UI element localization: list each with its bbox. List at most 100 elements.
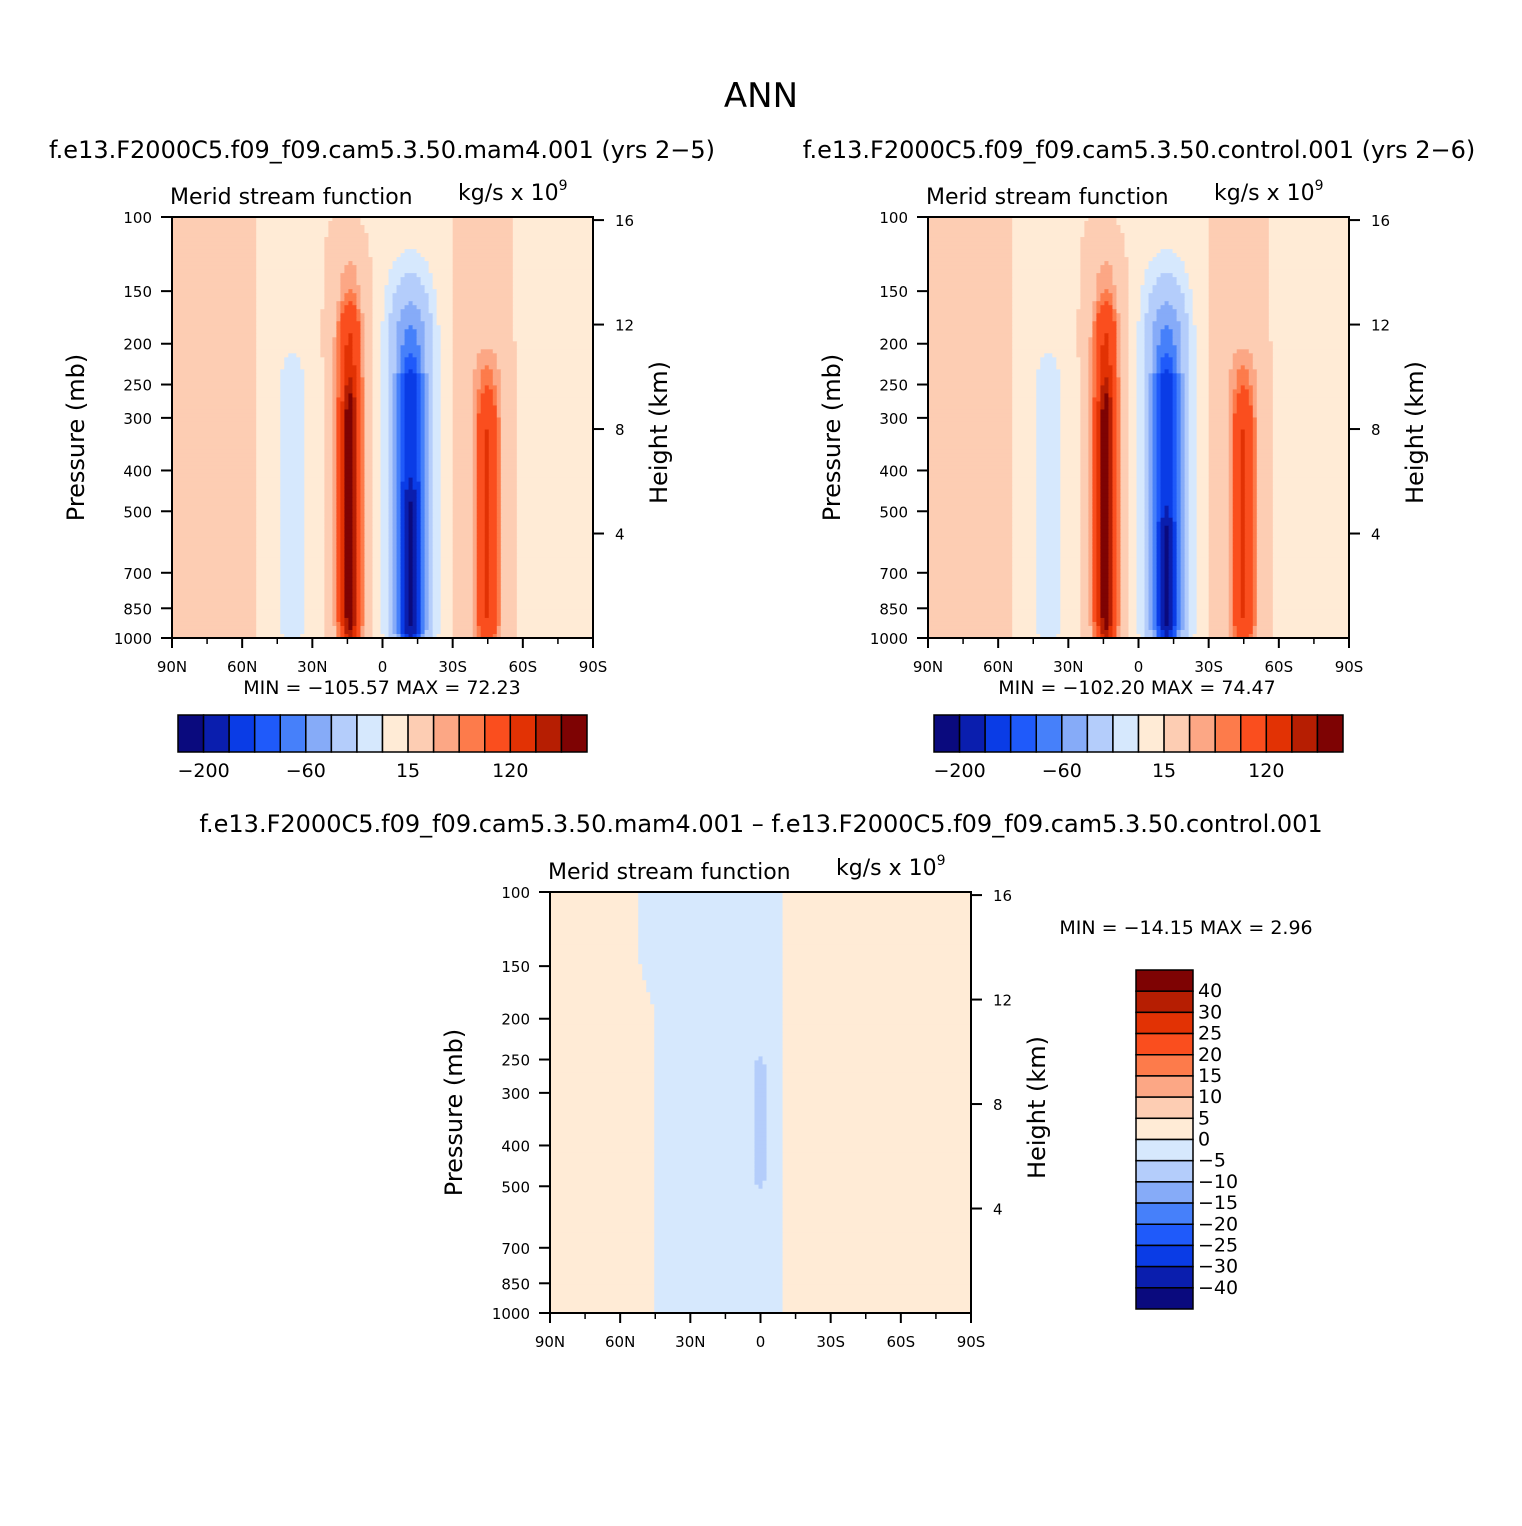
field-cell xyxy=(417,401,422,406)
field-cell xyxy=(433,438,442,443)
field-cell xyxy=(517,413,594,418)
field-cell xyxy=(324,474,333,479)
field-cell xyxy=(401,357,406,362)
field-cell xyxy=(1100,405,1105,410)
field-cell xyxy=(1080,458,1089,463)
field-cell xyxy=(1173,430,1178,435)
field-cell xyxy=(393,486,398,491)
field-cell xyxy=(425,385,430,390)
field-cell xyxy=(453,337,514,342)
field-cell xyxy=(1128,526,1137,531)
field-cell xyxy=(1076,337,1089,342)
field-cell xyxy=(1257,450,1274,455)
field-cell xyxy=(1100,393,1105,398)
field-cell xyxy=(1197,486,1210,491)
field-cell xyxy=(389,321,398,326)
field-cell xyxy=(1249,349,1274,354)
field-cell xyxy=(1173,506,1178,511)
field-cell xyxy=(513,229,594,234)
field-cell xyxy=(172,357,257,362)
field-cell xyxy=(928,373,1013,378)
field-cell xyxy=(453,494,474,499)
field-cell xyxy=(1012,534,1037,539)
field-cell xyxy=(453,590,474,595)
field-cell xyxy=(1012,293,1081,298)
field-cell xyxy=(1012,301,1081,306)
field-cell xyxy=(397,590,402,595)
field-cell xyxy=(417,361,422,366)
field-cell xyxy=(401,434,406,439)
field-cell xyxy=(1193,297,1210,302)
field-cell xyxy=(1177,405,1182,410)
field-cell xyxy=(1209,482,1230,487)
field-cell xyxy=(1153,397,1158,402)
field-cell xyxy=(1173,494,1178,499)
field-cell xyxy=(1060,534,1081,539)
field-cell xyxy=(1257,542,1274,547)
field-cell xyxy=(417,405,422,410)
field-cell xyxy=(1116,538,1121,543)
field-cell xyxy=(344,345,353,350)
field-cell xyxy=(1177,385,1182,390)
field-cell xyxy=(336,506,341,511)
field-cell xyxy=(477,502,486,507)
field-cell xyxy=(364,502,373,507)
field-cell xyxy=(256,321,321,326)
field-cell xyxy=(1104,289,1109,294)
field-cell xyxy=(1108,426,1113,431)
field-cell xyxy=(1181,426,1186,431)
field-cell xyxy=(501,373,518,378)
field-cell xyxy=(1084,225,1121,230)
field-cell xyxy=(372,626,381,631)
field-cell xyxy=(501,574,518,579)
field-cell xyxy=(417,570,422,575)
field-cell xyxy=(256,578,281,583)
field-cell xyxy=(340,426,345,431)
field-cell xyxy=(1181,438,1186,443)
field-cell xyxy=(364,225,453,230)
field-cell xyxy=(372,277,389,282)
field-cell xyxy=(1209,369,1230,374)
field-cell xyxy=(481,377,494,382)
field-cell xyxy=(360,442,365,447)
field-cell xyxy=(381,438,390,443)
field-cell xyxy=(1112,494,1117,499)
field-cell xyxy=(473,369,482,374)
field-cell xyxy=(477,442,486,447)
field-cell xyxy=(336,325,341,330)
field-cell xyxy=(517,542,594,547)
field-cell xyxy=(1128,446,1137,451)
field-cell xyxy=(928,526,1013,531)
field-cell xyxy=(441,381,454,386)
field-cell xyxy=(340,389,345,394)
field-cell xyxy=(489,534,498,539)
field-cell xyxy=(1092,401,1097,406)
field-cell xyxy=(344,570,353,575)
field-cell xyxy=(1137,377,1146,382)
field-cell xyxy=(1229,522,1234,527)
field-cell xyxy=(1116,510,1121,515)
field-cell xyxy=(393,630,398,635)
field-cell xyxy=(417,610,422,615)
field-cell xyxy=(401,486,410,491)
field-cell xyxy=(352,562,357,567)
field-cell xyxy=(1189,341,1198,346)
field-cell xyxy=(172,426,257,431)
field-cell xyxy=(1181,526,1186,531)
field-cell xyxy=(336,397,345,402)
field-cell xyxy=(425,482,430,487)
field-cell xyxy=(1233,494,1242,499)
field-cell xyxy=(1149,534,1154,539)
field-cell xyxy=(336,446,341,451)
field-cell xyxy=(381,502,390,507)
colorbar-box xyxy=(178,715,204,752)
field-cell xyxy=(453,345,518,350)
field-cell xyxy=(425,570,430,575)
field-cell xyxy=(1088,470,1093,475)
field-cell xyxy=(280,574,305,579)
field-cell xyxy=(256,397,281,402)
field-cell xyxy=(425,550,430,555)
field-cell xyxy=(1088,486,1093,491)
field-cell xyxy=(389,606,394,611)
field-cell xyxy=(1233,510,1242,515)
